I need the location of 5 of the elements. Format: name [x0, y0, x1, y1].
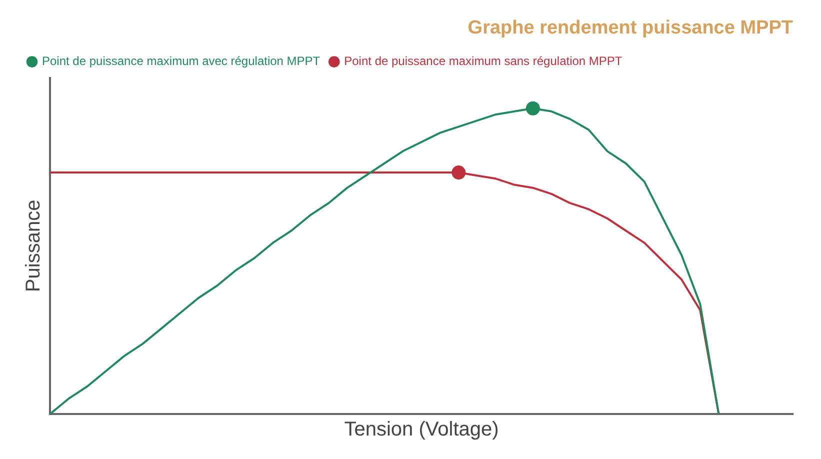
legend-label: Point de puissance maximum avec régulation MPPT	[42, 54, 321, 68]
y-axis-title: Puissance	[22, 200, 45, 292]
x-axis-title: Tension (Voltage)	[344, 418, 499, 441]
legend-label: Point de puissance maximum sans régulation MPPT	[344, 54, 623, 68]
chart-title: Graphe rendement puissance MPPT	[468, 18, 794, 39]
